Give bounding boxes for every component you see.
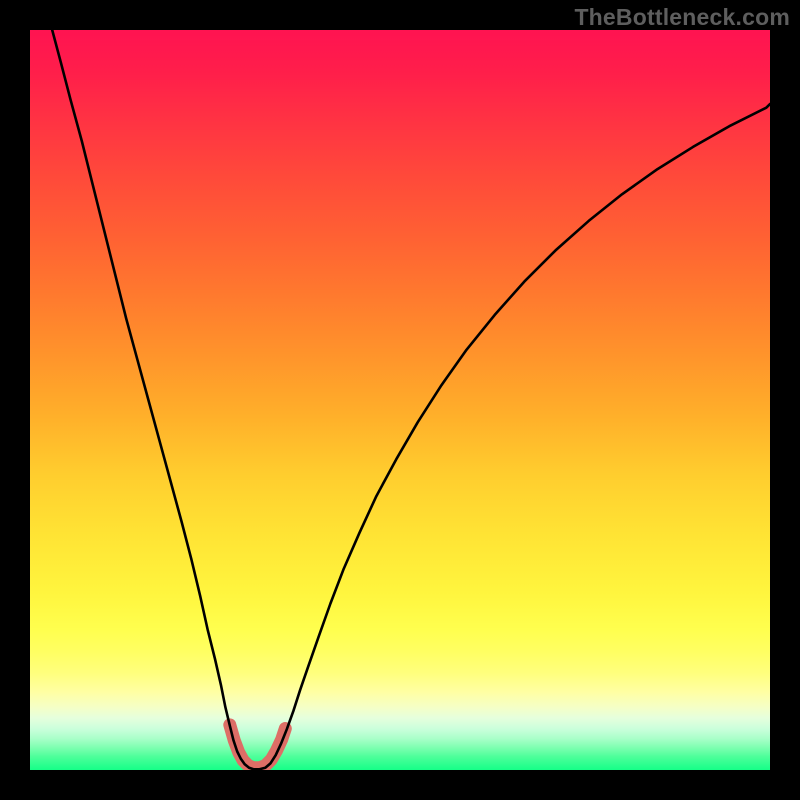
watermark-text: TheBottleneck.com: [574, 4, 790, 31]
chart-background-gradient: [30, 30, 770, 770]
chart-svg: [30, 30, 770, 770]
chart-plot-area: [30, 30, 770, 770]
